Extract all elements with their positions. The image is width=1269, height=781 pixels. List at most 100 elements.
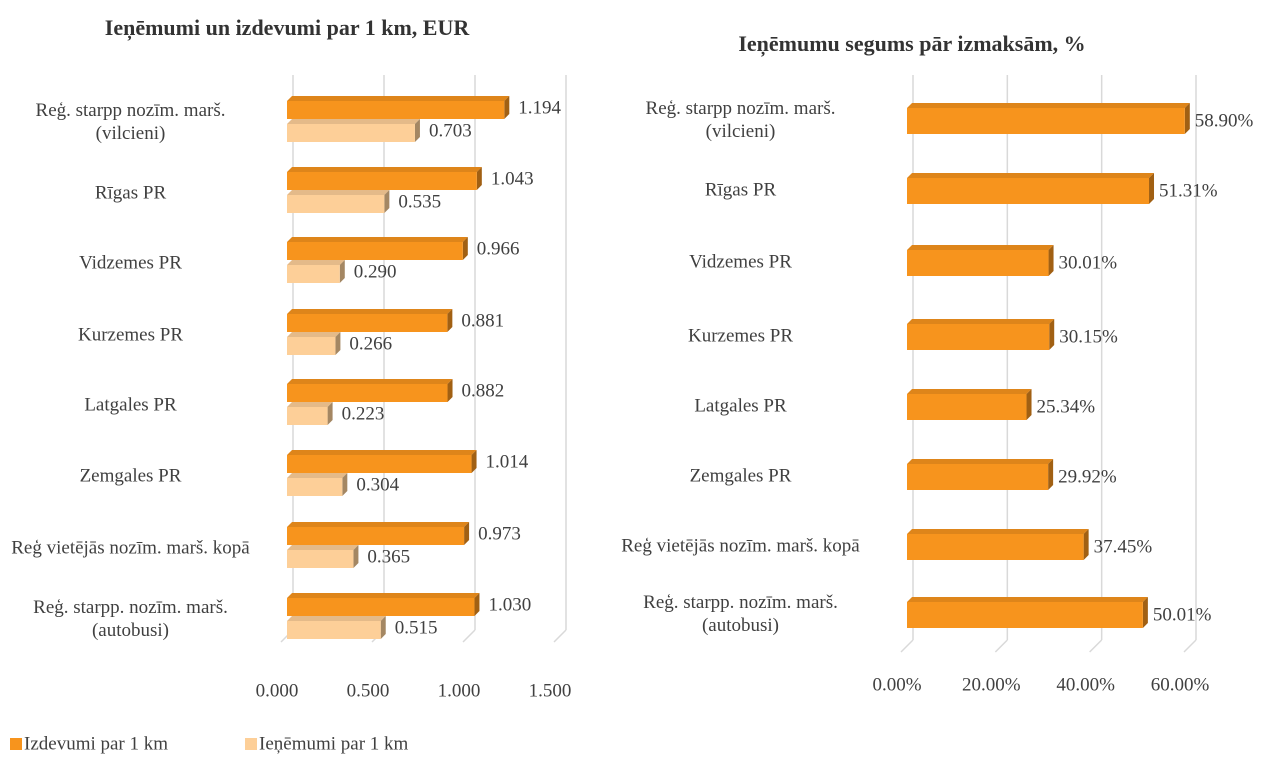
bar-side bbox=[447, 379, 453, 402]
bar-top bbox=[907, 103, 1190, 108]
bar bbox=[907, 319, 1055, 350]
bar-face bbox=[907, 178, 1150, 204]
value-label: 51.31% bbox=[1159, 180, 1218, 201]
value-label: 0.703 bbox=[429, 120, 472, 141]
bar bbox=[287, 237, 468, 260]
bar-top bbox=[287, 260, 345, 265]
bar bbox=[287, 473, 348, 496]
bar-top bbox=[907, 173, 1155, 178]
x-tick-label: 1.500 bbox=[529, 680, 572, 701]
bar-side bbox=[414, 119, 420, 142]
bar bbox=[287, 593, 480, 616]
bar-face bbox=[287, 455, 472, 473]
bar-top bbox=[287, 190, 390, 195]
bar bbox=[287, 167, 482, 190]
bar-face bbox=[907, 108, 1185, 134]
value-label: 0.966 bbox=[477, 238, 520, 259]
bar bbox=[287, 332, 341, 355]
legend-swatch bbox=[245, 738, 257, 750]
bar-top bbox=[287, 450, 477, 455]
bar bbox=[287, 402, 333, 425]
bar bbox=[907, 389, 1032, 420]
bar bbox=[907, 597, 1148, 628]
bar-top bbox=[287, 309, 453, 314]
value-label: 0.515 bbox=[395, 617, 438, 638]
bar-top bbox=[907, 245, 1054, 250]
bar-side bbox=[342, 473, 348, 496]
bar-side bbox=[380, 616, 386, 639]
bar-side bbox=[1049, 319, 1055, 350]
bar-side bbox=[384, 190, 390, 213]
bar bbox=[907, 459, 1054, 490]
value-label: 0.882 bbox=[462, 380, 505, 401]
bar-side bbox=[1149, 173, 1155, 204]
legend-label: Izdevumi par 1 km bbox=[24, 733, 168, 754]
bar-top bbox=[907, 597, 1148, 602]
value-label: 0.223 bbox=[342, 403, 385, 424]
value-label: 50.01% bbox=[1153, 604, 1212, 625]
bar-top bbox=[287, 593, 480, 598]
bar bbox=[907, 173, 1155, 204]
bar-side bbox=[327, 402, 333, 425]
bar-side bbox=[474, 593, 480, 616]
value-label: 1.043 bbox=[491, 168, 534, 189]
bar-side bbox=[1184, 103, 1190, 134]
grid-floor bbox=[1089, 639, 1103, 653]
x-tick-label: 40.00% bbox=[1056, 674, 1115, 695]
bar-top bbox=[287, 167, 482, 172]
x-tick-label: 0.500 bbox=[347, 680, 390, 701]
bar-face bbox=[907, 324, 1050, 350]
bar-top bbox=[287, 473, 348, 478]
bar-top bbox=[287, 332, 341, 337]
x-tick-label: 60.00% bbox=[1151, 674, 1210, 695]
bar bbox=[287, 545, 359, 568]
value-label: 0.365 bbox=[367, 546, 410, 567]
bar-face bbox=[287, 265, 340, 283]
bar-top bbox=[287, 402, 333, 407]
bar-side bbox=[1026, 389, 1032, 420]
bar-face bbox=[287, 195, 385, 213]
category-label: Vidzemes PR bbox=[689, 251, 792, 273]
bar-face bbox=[907, 602, 1143, 628]
category-label: Kurzemes PR bbox=[77, 324, 183, 346]
bar-side bbox=[447, 309, 453, 332]
grid-floor bbox=[1183, 639, 1197, 653]
bar-face bbox=[287, 621, 381, 639]
x-tick-label: 1.000 bbox=[438, 680, 481, 701]
bar-face bbox=[287, 314, 448, 332]
value-label: 29.92% bbox=[1058, 466, 1117, 487]
bar-top bbox=[287, 96, 510, 101]
bar bbox=[907, 103, 1190, 134]
category-label: Zemgales PR bbox=[689, 465, 792, 487]
category-label: Rīgas PR bbox=[94, 182, 167, 204]
bar bbox=[287, 119, 420, 142]
bar-top bbox=[287, 379, 453, 384]
bar-face bbox=[907, 250, 1049, 276]
value-label: 1.194 bbox=[518, 97, 561, 118]
bar-face bbox=[287, 407, 328, 425]
grid-floor bbox=[900, 639, 914, 653]
value-label: 1.030 bbox=[488, 594, 531, 615]
bar-side bbox=[1142, 597, 1148, 628]
bar bbox=[287, 522, 470, 545]
category-label: Kurzemes PR bbox=[687, 325, 793, 347]
bar-top bbox=[287, 522, 470, 527]
bar-face bbox=[287, 384, 448, 402]
category-label: Reģ. starpp nozīm. marš. (vilcieni) bbox=[645, 98, 836, 142]
category-label: Reģ vietējās nozīm. marš. kopā bbox=[621, 535, 860, 557]
bar-top bbox=[287, 545, 359, 550]
category-label: Reģ. starpp. nozīm. marš. (autobusi) bbox=[643, 592, 838, 636]
category-label: Latgales PR bbox=[84, 394, 177, 416]
bar-side bbox=[504, 96, 510, 119]
bar-top bbox=[907, 389, 1032, 394]
value-label: 0.266 bbox=[349, 333, 392, 354]
x-tick-label: 20.00% bbox=[962, 674, 1021, 695]
category-label: Reģ. starpp. nozīm. marš. (autobusi) bbox=[33, 597, 228, 641]
bar-face bbox=[287, 550, 354, 568]
grid-floor bbox=[994, 639, 1008, 653]
bar-face bbox=[287, 242, 463, 260]
bar-side bbox=[353, 545, 359, 568]
bar-face bbox=[287, 124, 415, 142]
bar-side bbox=[339, 260, 345, 283]
